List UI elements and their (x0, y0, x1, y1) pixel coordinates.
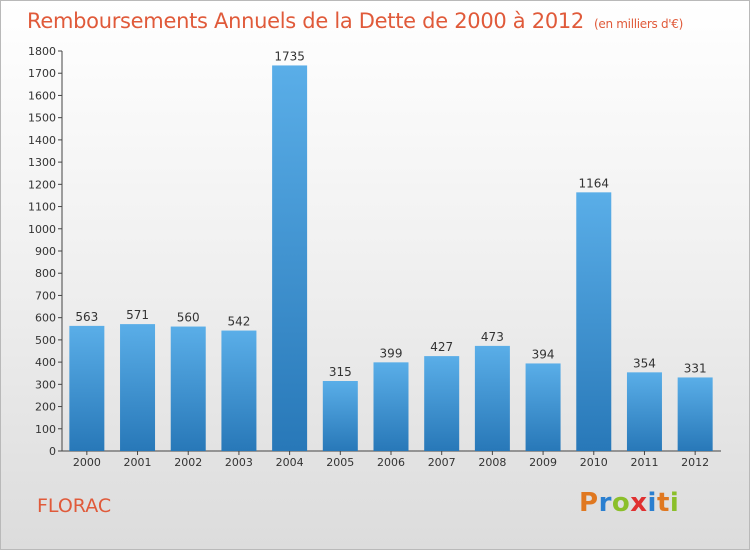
x-tick-label: 2004 (276, 456, 304, 469)
x-tick-label: 2008 (478, 456, 506, 469)
bar-value-label: 542 (227, 315, 250, 329)
y-tick-label: 1200 (28, 178, 56, 191)
bar-value-label: 571 (126, 308, 149, 322)
logo-letter: i (647, 488, 657, 518)
bar (69, 325, 105, 451)
y-tick-label: 0 (49, 445, 56, 458)
chart-unit: (en milliers d'€) (594, 17, 684, 31)
bar-value-label: 473 (481, 330, 504, 344)
y-tick-label: 1400 (28, 134, 56, 147)
y-tick-label: 100 (35, 423, 56, 436)
y-tick-label: 1000 (28, 223, 56, 236)
bar (525, 363, 561, 451)
y-tick-label: 400 (35, 356, 56, 369)
bar (272, 65, 308, 451)
bar (373, 362, 409, 451)
x-tick-label: 2009 (529, 456, 557, 469)
y-tick-label: 1100 (28, 201, 56, 214)
town-name: FLORAC (37, 495, 112, 517)
bar (424, 356, 460, 451)
bar (474, 345, 510, 451)
y-tick-label: 200 (35, 401, 56, 414)
bar-value-label: 1735 (274, 49, 305, 63)
chart-bars (69, 65, 713, 452)
y-tick-label: 800 (35, 267, 56, 280)
x-tick-label: 2010 (580, 456, 608, 469)
x-tick-label: 2000 (73, 456, 101, 469)
bar-value-label: 354 (633, 356, 656, 370)
bar-value-label: 399 (380, 346, 403, 360)
x-tick-label: 2001 (124, 456, 152, 469)
chart-axes: 0 100 200 300 400 500 600 700 800 900 1000 1100 1200… (28, 45, 721, 469)
chart-title: Remboursements Annuels de la Dette de 20… (27, 9, 683, 33)
y-tick-label: 500 (35, 334, 56, 347)
y-tick-label: 1700 (28, 67, 56, 80)
chart-data-labels: 563 571 560 542 1735 315 399 427 473 394 1164 354 33… (75, 49, 706, 379)
bar-value-label: 563 (75, 310, 98, 324)
logo-letter: i (669, 488, 680, 518)
y-tick-label: 900 (35, 245, 56, 258)
bar (677, 377, 713, 451)
x-tick-label: 2006 (377, 456, 405, 469)
y-tick-label: 1600 (28, 89, 56, 102)
bar-value-label: 427 (430, 340, 453, 354)
y-tick-label: 1500 (28, 112, 56, 125)
bar (576, 192, 612, 452)
bar-value-label: 394 (532, 347, 555, 361)
bar (221, 330, 257, 451)
bar (170, 326, 206, 451)
x-tick-label: 2007 (428, 456, 456, 469)
logo-letter: t (656, 488, 670, 518)
x-tick-label: 2011 (630, 456, 658, 469)
logo-letter: o (611, 488, 631, 518)
x-tick-label: 2012 (681, 456, 709, 469)
x-tick-label: 2002 (174, 456, 202, 469)
logo-letter: r (598, 488, 612, 518)
y-tick-label: 1800 (28, 45, 56, 58)
logo-letter: P (579, 488, 599, 518)
proxiti-logo: Proxiti (579, 488, 679, 518)
bar-value-label: 1164 (578, 176, 609, 190)
y-tick-label: 1300 (28, 156, 56, 169)
logo-letter: x (630, 488, 648, 518)
bar-value-label: 315 (329, 365, 352, 379)
y-tick-label: 300 (35, 378, 56, 391)
bar (626, 372, 662, 451)
bar (120, 324, 156, 451)
bar (322, 381, 358, 451)
bar-value-label: 560 (177, 311, 200, 325)
bar-value-label: 331 (684, 361, 707, 375)
y-tick-label: 600 (35, 312, 56, 325)
y-tick-label: 700 (35, 289, 56, 302)
x-tick-label: 2005 (326, 456, 354, 469)
chart-title-text: Remboursements Annuels de la Dette de 20… (27, 9, 584, 33)
x-tick-label: 2003 (225, 456, 253, 469)
